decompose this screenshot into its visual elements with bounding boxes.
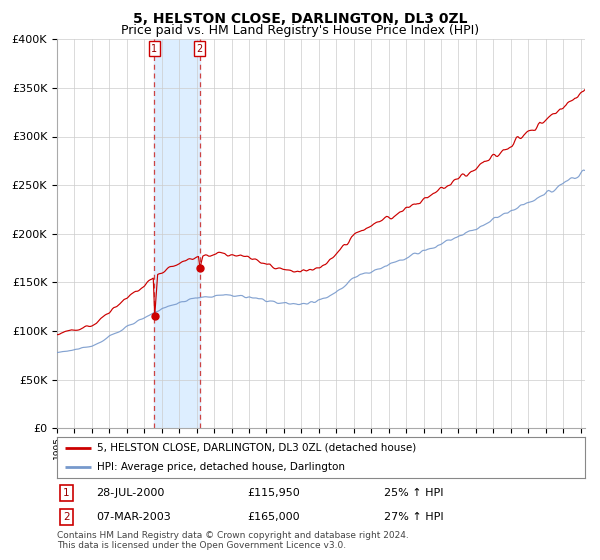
Text: Price paid vs. HM Land Registry's House Price Index (HPI): Price paid vs. HM Land Registry's House … bbox=[121, 24, 479, 37]
Text: £115,950: £115,950 bbox=[247, 488, 300, 498]
Text: 07-MAR-2003: 07-MAR-2003 bbox=[97, 512, 172, 522]
Text: 2: 2 bbox=[63, 512, 70, 522]
Text: £165,000: £165,000 bbox=[247, 512, 300, 522]
Text: HPI: Average price, detached house, Darlington: HPI: Average price, detached house, Darl… bbox=[97, 461, 344, 472]
Bar bbox=[154, 39, 200, 428]
Text: Contains HM Land Registry data © Crown copyright and database right 2024.
This d: Contains HM Land Registry data © Crown c… bbox=[57, 531, 409, 550]
Text: 5, HELSTON CLOSE, DARLINGTON, DL3 0ZL (detached house): 5, HELSTON CLOSE, DARLINGTON, DL3 0ZL (d… bbox=[97, 443, 416, 453]
Text: 1: 1 bbox=[63, 488, 70, 498]
Text: 5, HELSTON CLOSE, DARLINGTON, DL3 0ZL: 5, HELSTON CLOSE, DARLINGTON, DL3 0ZL bbox=[133, 12, 467, 26]
Text: 25% ↑ HPI: 25% ↑ HPI bbox=[385, 488, 444, 498]
Text: 27% ↑ HPI: 27% ↑ HPI bbox=[385, 512, 444, 522]
Text: 1: 1 bbox=[151, 44, 157, 54]
Text: 28-JUL-2000: 28-JUL-2000 bbox=[97, 488, 165, 498]
Text: 2: 2 bbox=[197, 44, 203, 54]
